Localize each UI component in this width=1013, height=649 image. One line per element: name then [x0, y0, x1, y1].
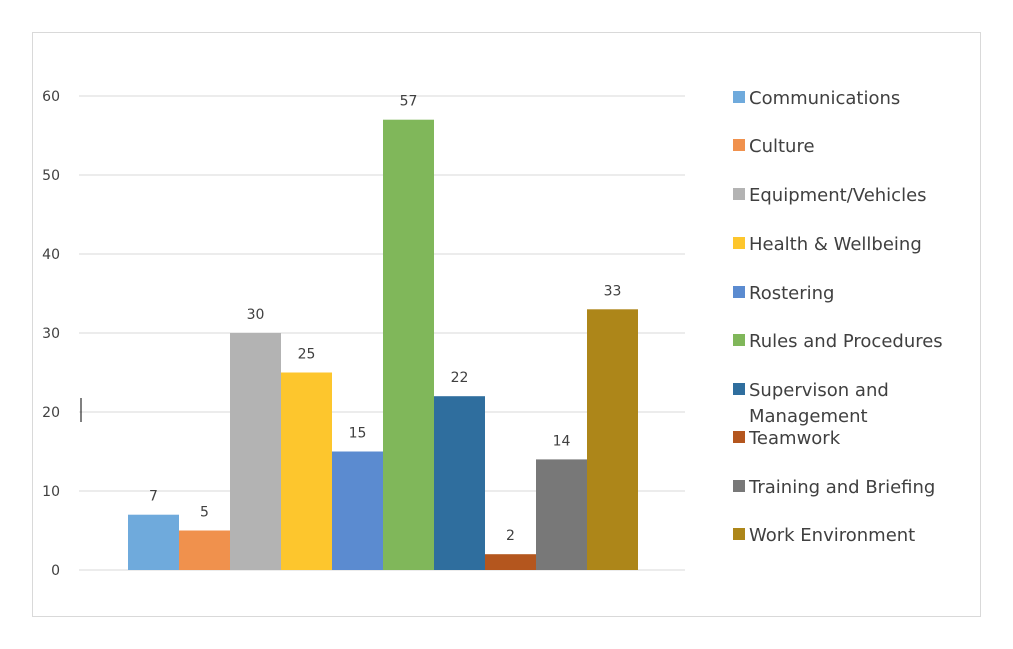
legend-swatch [733, 237, 745, 249]
y-tick-label: 10 [42, 484, 60, 500]
y-axis-tick-labels: 0 10 20 30 40 50 60 [42, 89, 60, 579]
data-label: 5 [200, 505, 209, 521]
y-tick-label: 20 [42, 405, 60, 421]
legend-label: Health & Wellbeing [749, 234, 922, 255]
bar [128, 514, 179, 570]
legend-swatch [733, 383, 745, 395]
legend-label: Training and Briefing [748, 477, 935, 498]
legend-swatch [733, 286, 745, 298]
legend: Communications Culture Equipment/Vehicles H… [733, 88, 943, 546]
legend-swatch [733, 528, 745, 540]
bar [485, 554, 536, 570]
y-tick-label: 50 [42, 168, 60, 184]
data-label: 15 [349, 426, 367, 442]
data-label: 25 [298, 347, 316, 363]
bar [587, 309, 638, 570]
legend-label: Communications [749, 88, 900, 109]
data-label: 2 [506, 528, 515, 544]
y-tick-label: 60 [42, 89, 60, 105]
data-label: 14 [553, 433, 571, 449]
legend-swatch [733, 91, 745, 103]
legend-label: Culture [749, 136, 815, 157]
bar [332, 451, 383, 570]
data-label: 57 [400, 94, 418, 110]
legend-label: Rostering [749, 283, 834, 304]
legend-label: Teamwork [748, 428, 841, 449]
legend-label: Equipment/Vehicles [749, 185, 927, 206]
y-tick-label: 40 [42, 247, 60, 263]
bar [536, 459, 587, 570]
data-label: 33 [604, 283, 622, 299]
legend-swatch [733, 139, 745, 151]
bar [281, 372, 332, 570]
bars [128, 119, 638, 570]
legend-swatch [733, 188, 745, 200]
y-tick-label: 0 [51, 563, 60, 579]
data-label: 30 [247, 307, 265, 323]
legend-swatch [733, 334, 745, 346]
legend-label: Rules and Procedures [749, 331, 943, 352]
legend-label: Supervison and [749, 380, 889, 401]
data-label: 7 [149, 489, 158, 505]
bar [434, 396, 485, 570]
legend-swatch [733, 480, 745, 492]
bar [179, 530, 230, 570]
bar [230, 333, 281, 570]
legend-swatch [733, 431, 745, 443]
bar [383, 119, 434, 570]
legend-label: Work Environment [749, 525, 915, 546]
legend-label: Management [749, 406, 868, 427]
chart-area [32, 32, 981, 617]
y-tick-label: 30 [42, 326, 60, 342]
data-label: 22 [451, 370, 469, 386]
